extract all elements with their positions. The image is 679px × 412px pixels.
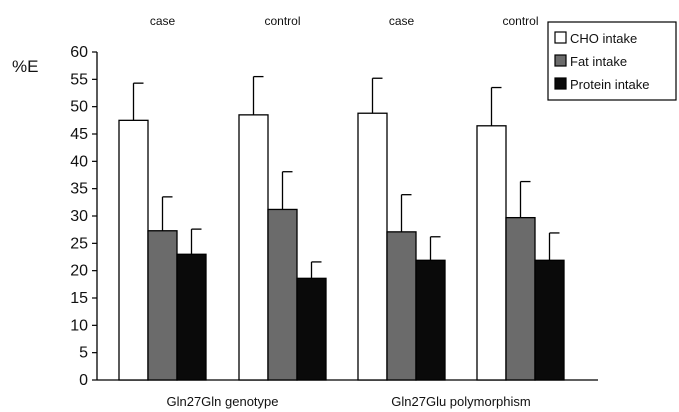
legend-swatch <box>554 77 567 90</box>
bar <box>176 253 207 381</box>
y-tick-label: 20 <box>70 263 88 280</box>
bars <box>118 75 565 381</box>
legend-label: CHO intake <box>570 31 637 46</box>
y-tick-label: 55 <box>70 71 88 88</box>
legend-swatch <box>554 31 567 44</box>
y-ticks: 0 5 10 15 20 25 30 35 40 45 50 55 60 <box>70 44 97 389</box>
legend-box <box>547 21 677 101</box>
y-tick-label: 30 <box>70 208 88 225</box>
y-axis-label: %E <box>12 57 38 76</box>
bar <box>534 259 565 381</box>
y-tick-label: 35 <box>70 181 88 198</box>
y-tick-label: 0 <box>79 372 88 389</box>
category-labels: case control case control <box>150 14 539 28</box>
category-label: control <box>264 14 300 28</box>
group-label: Gln27Glu polymorphism <box>391 394 530 409</box>
bar <box>505 216 536 381</box>
y-tick-label: 5 <box>79 345 88 362</box>
bar <box>415 259 446 381</box>
category-label: case <box>150 14 176 28</box>
bar <box>357 112 388 381</box>
y-tick-label: 50 <box>70 99 88 116</box>
legend-label: Protein intake <box>570 77 650 92</box>
bar <box>296 277 327 381</box>
legend-label: Fat intake <box>570 54 627 69</box>
y-tick-label: 60 <box>70 44 88 61</box>
bar <box>147 230 178 381</box>
y-tick-label: 15 <box>70 290 88 307</box>
group-label: Gln27Gln genotype <box>166 394 278 409</box>
bar <box>238 114 269 381</box>
bar <box>476 125 507 381</box>
group-labels: Gln27Gln genotype Gln27Glu polymorphism <box>166 394 530 409</box>
category-label: case <box>389 14 415 28</box>
bar <box>386 231 417 381</box>
y-tick-label: 25 <box>70 235 88 252</box>
y-tick-label: 45 <box>70 126 88 143</box>
y-tick-label: 40 <box>70 153 88 170</box>
legend: CHO intake Fat intake Protein intake <box>547 21 677 101</box>
bar <box>118 119 149 381</box>
bar <box>267 208 298 381</box>
category-label: control <box>502 14 538 28</box>
legend-swatch <box>554 54 567 67</box>
y-tick-label: 10 <box>70 317 88 334</box>
